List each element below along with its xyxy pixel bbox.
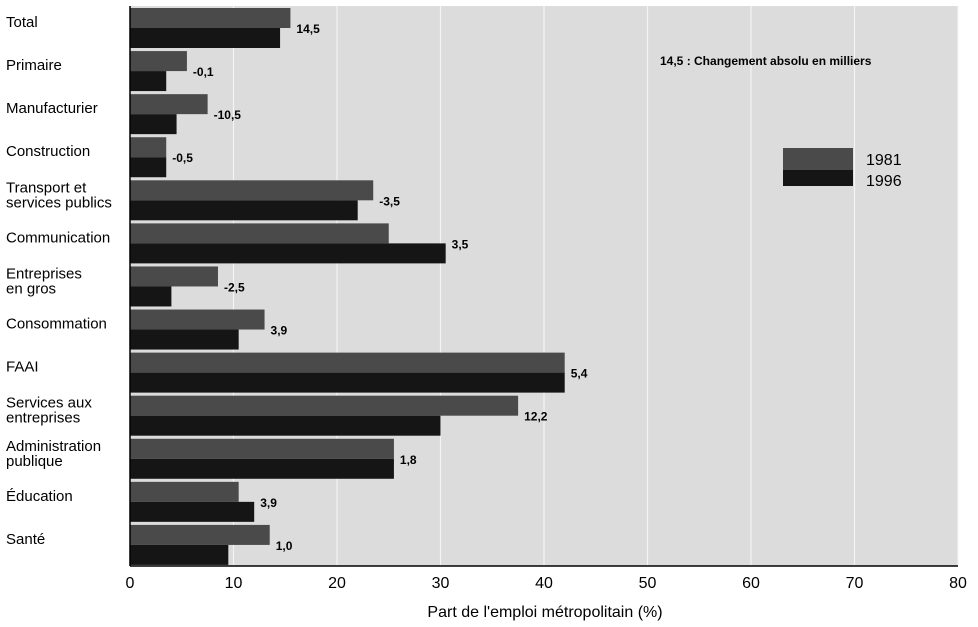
x-tick-labels: 0 10 20 30 40 50 60 70 80 [126, 575, 967, 592]
bar-1981-3 [130, 137, 167, 158]
category-label-6: Entreprises en gros [6, 265, 82, 297]
x-tick-label-3: 30 [432, 575, 450, 592]
bar-1981-8 [130, 352, 565, 373]
bar-1981-11 [130, 481, 239, 502]
data-label-12: 1,0 [276, 539, 293, 553]
bar-1981-6 [130, 266, 218, 287]
category-label-8: FAAI [6, 359, 39, 376]
bar-1996-12 [130, 544, 229, 565]
category-label-line: FAAI [6, 359, 39, 376]
category-label-5: Communication [6, 229, 110, 246]
data-label-2: -10,5 [214, 108, 242, 122]
category-label-10: Administration publique [6, 438, 101, 470]
bar-1981-0 [130, 8, 291, 28]
bar-1981-4 [130, 180, 374, 201]
bar-1981-2 [130, 94, 208, 115]
x-tick-label-5: 50 [639, 575, 657, 592]
bar-1996-7 [130, 329, 239, 350]
category-label-line: services publics [6, 194, 112, 211]
category-label-12: Santé [6, 531, 45, 548]
bar-1981-9 [130, 395, 519, 416]
data-label-8: 5,4 [571, 367, 588, 381]
category-label-line: entreprises [6, 410, 80, 427]
x-tick-label-1: 10 [225, 575, 243, 592]
category-label-11: Éducation [6, 488, 73, 505]
category-label-2: Manufacturier [6, 100, 98, 117]
x-tick-label-0: 0 [126, 575, 135, 592]
x-tick-label-4: 40 [535, 575, 553, 592]
x-axis-label: Part de l'emploi métropolitain (%) [427, 604, 662, 621]
category-label-3: Construction [6, 143, 90, 160]
category-label-9: Services aux entreprises [6, 395, 92, 427]
category-label-line: Santé [6, 531, 45, 548]
data-labels: 14,5 -0,1 -10,5 -0,5 -3,5 3,5 -2,5 3,9 5,4 12,2 1,… [172, 22, 587, 553]
legend-label-1981: 1981 [866, 152, 902, 169]
bar-1996-11 [130, 501, 255, 522]
bar-1996-0 [130, 28, 281, 48]
axes [129, 6, 958, 567]
legend-swatch-1996 [783, 170, 853, 186]
data-label-6: -2,5 [224, 280, 245, 294]
legend-label-1996: 1996 [866, 173, 902, 190]
x-tick-label-8: 80 [949, 575, 967, 592]
category-label-line: Transport et [6, 179, 87, 196]
category-label-7: Consommation [6, 316, 107, 333]
category-label-line: Entreprises [6, 265, 82, 282]
bar-1996-8 [130, 372, 565, 393]
data-label-11: 3,9 [260, 496, 277, 510]
grid-lines [232, 6, 959, 566]
bar-1996-10 [130, 458, 394, 479]
legend: 1981 1996 [783, 148, 902, 190]
bar-1996-2 [130, 114, 177, 135]
data-label-4: -3,5 [379, 194, 400, 208]
category-label-line: publique [6, 453, 63, 470]
x-tick-label-6: 60 [742, 575, 760, 592]
category-label-line: Total [6, 14, 38, 31]
data-label-1: -0,1 [193, 65, 214, 79]
data-label-3: -0,5 [172, 151, 193, 165]
x-tick-label-2: 20 [328, 575, 346, 592]
category-label-line: Construction [6, 143, 90, 160]
bar-1981-7 [130, 309, 265, 330]
data-label-5: 3,5 [452, 237, 469, 251]
category-label-line: Éducation [6, 488, 73, 505]
bar-1996-3 [130, 157, 167, 178]
bar-1981-10 [130, 438, 394, 459]
bar-1996-4 [130, 200, 358, 221]
category-label-line: Communication [6, 229, 110, 246]
bar-1981-1 [130, 51, 187, 72]
category-label-line: en gros [6, 280, 56, 297]
category-label-line: Consommation [6, 316, 107, 333]
category-label-line: Primaire [6, 57, 62, 74]
category-label-line: Manufacturier [6, 100, 98, 117]
category-label-line: Services aux [6, 395, 92, 412]
legend-swatch-1981 [783, 148, 853, 170]
category-label-0: Total [6, 14, 38, 31]
annotation-note: 14,5 : Changement absolu en milliers [660, 54, 872, 68]
x-tick-label-7: 70 [846, 575, 864, 592]
bar-1996-9 [130, 415, 441, 436]
category-labels: Total Primaire Manufacturier Construction Tr… [6, 14, 112, 548]
bar-1996-5 [130, 243, 446, 264]
data-label-10: 1,8 [400, 453, 417, 467]
bar-1996-1 [130, 71, 167, 92]
data-label-0: 14,5 [296, 22, 320, 36]
data-label-7: 3,9 [271, 324, 288, 338]
category-label-4: Transport et services publics [6, 179, 112, 211]
category-label-1: Primaire [6, 57, 62, 74]
data-label-9: 12,2 [524, 410, 548, 424]
category-label-line: Administration [6, 438, 101, 455]
bar-1996-6 [130, 286, 172, 307]
bar-1981-12 [130, 524, 270, 545]
bar-1981-5 [130, 223, 389, 244]
bars [130, 8, 565, 565]
